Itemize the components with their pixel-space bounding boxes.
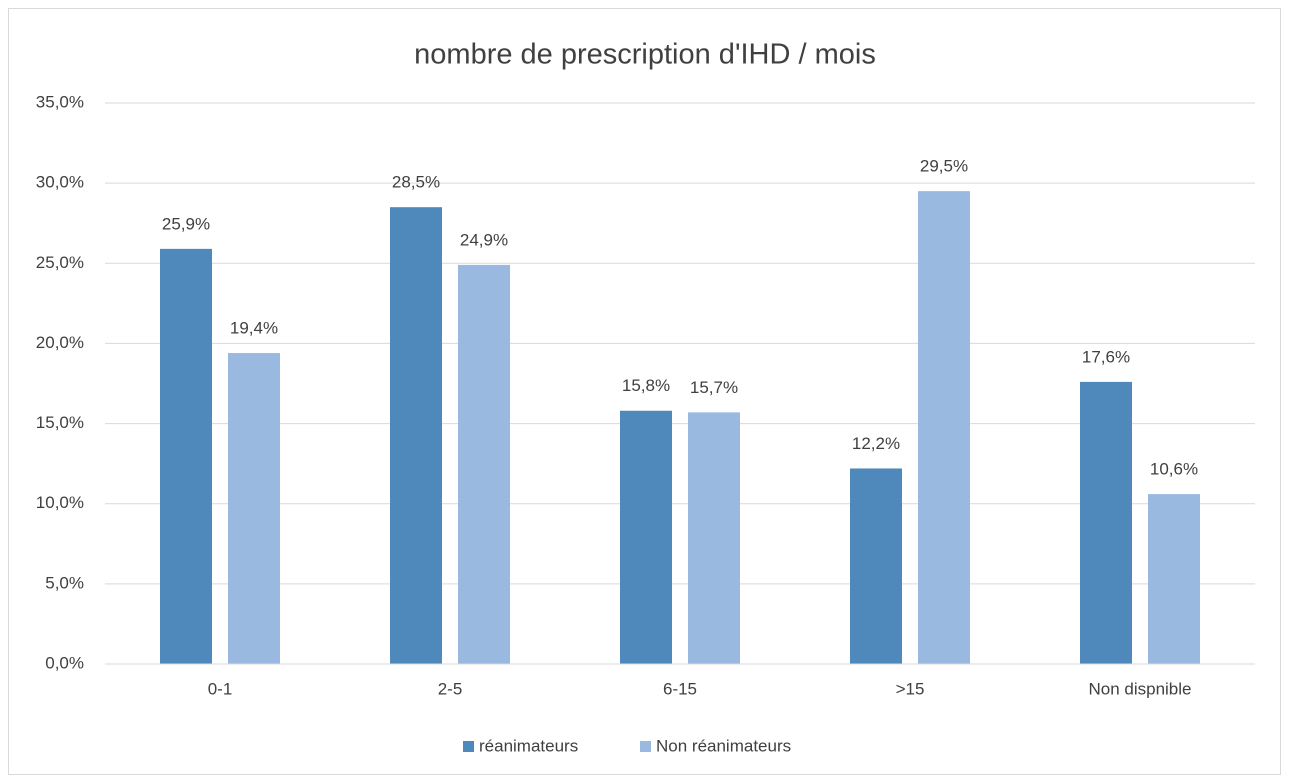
y-tick-label: 10,0% [36, 493, 84, 512]
data-label: 29,5% [920, 157, 968, 176]
y-tick-label: 25,0% [36, 253, 84, 272]
y-tick-label: 15,0% [36, 413, 84, 432]
data-label: 28,5% [392, 173, 440, 192]
y-tick-label: 0,0% [45, 653, 84, 672]
data-label: 19,4% [230, 319, 278, 338]
x-tick-label: >15 [896, 679, 925, 698]
x-tick-label: 6-15 [663, 679, 697, 698]
legend-label: Non réanimateurs [656, 736, 791, 755]
x-tick-label: 2-5 [438, 679, 463, 698]
bar [458, 264, 510, 664]
bar [918, 191, 970, 664]
legend-swatch [463, 741, 474, 752]
x-tick-label: 0-1 [208, 679, 233, 698]
data-label: 15,8% [622, 376, 670, 395]
y-tick-label: 35,0% [36, 92, 84, 111]
bar [1080, 381, 1132, 664]
data-label: 25,9% [162, 214, 210, 233]
bar [160, 248, 212, 665]
data-label: 10,6% [1150, 460, 1198, 479]
data-label: 15,7% [690, 378, 738, 397]
y-tick-label: 5,0% [45, 573, 84, 592]
data-label: 12,2% [852, 434, 900, 453]
chart-title: nombre de prescription d'IHD / mois [414, 39, 876, 71]
legend-swatch [640, 741, 651, 752]
legend-label: réanimateurs [479, 736, 578, 755]
data-label: 17,6% [1082, 347, 1130, 366]
data-label: 24,9% [460, 230, 508, 249]
bar [850, 468, 902, 664]
bar [390, 207, 442, 664]
bar [688, 412, 740, 664]
bar [228, 353, 280, 664]
y-tick-label: 20,0% [36, 333, 84, 352]
x-tick-label: Non dispnible [1088, 679, 1191, 698]
y-tick-label: 30,0% [36, 173, 84, 192]
bar [1148, 494, 1200, 664]
bar [620, 410, 672, 664]
